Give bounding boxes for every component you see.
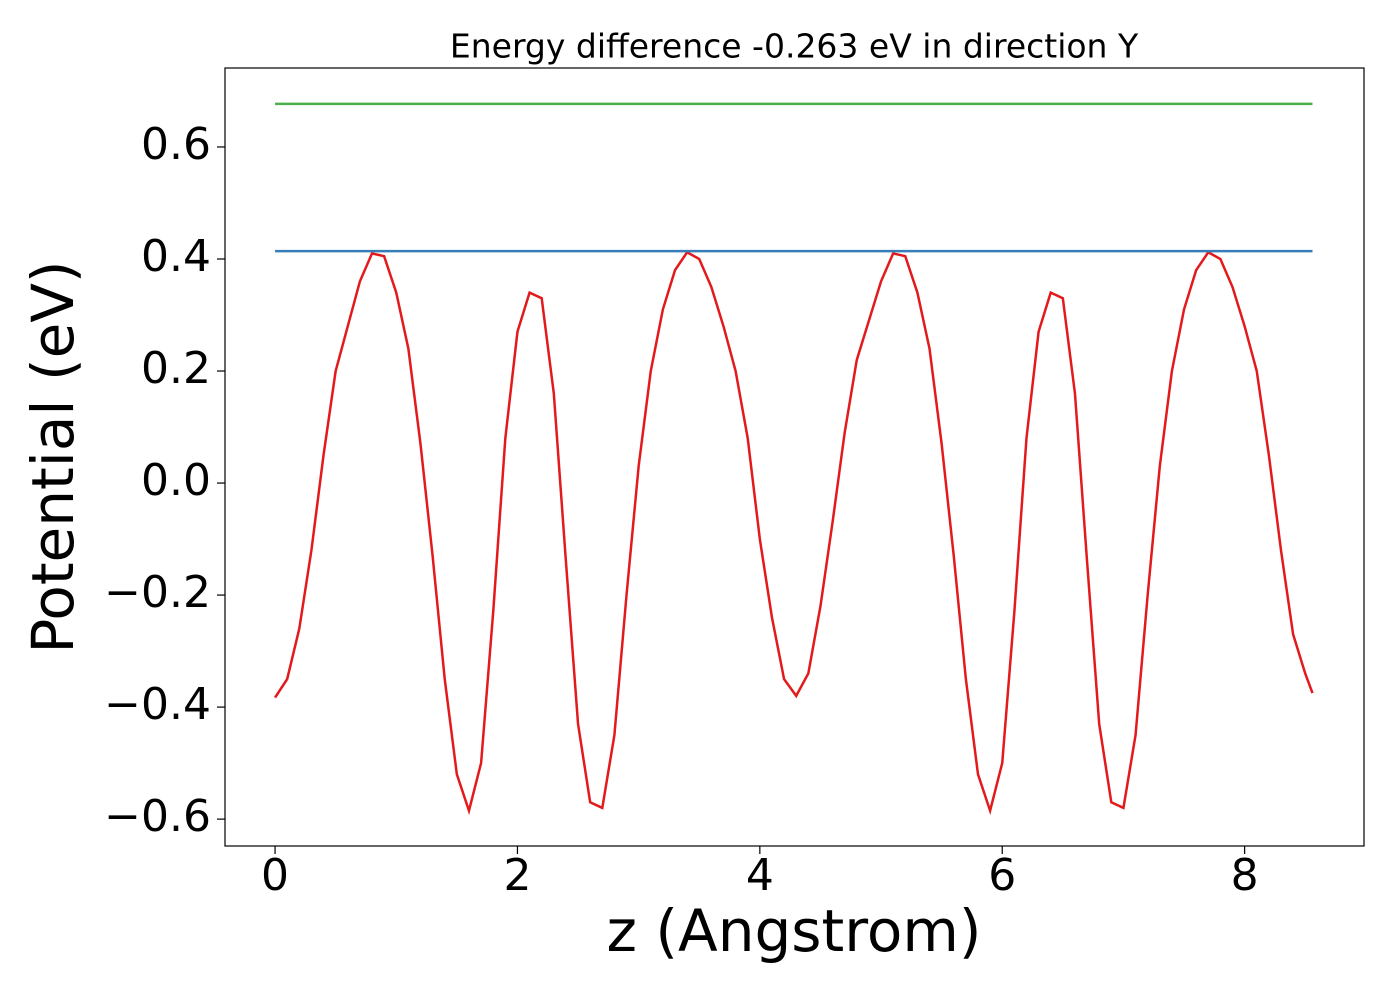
data-line [274,250,1314,816]
x-tick-label: 0 [261,850,289,901]
x-tick-label: 6 [988,850,1016,901]
x-tick-label: 4 [746,850,774,901]
x-tick-label: 8 [1231,850,1259,901]
x-axis-label: z (Angstrom) [607,897,982,965]
y-tick-label: 0.4 [141,231,211,282]
x-tick-label: 2 [503,850,531,901]
y-tick-label: −0.6 [104,791,211,842]
y-tick-label: −0.2 [104,567,211,618]
y-tick-label: 0.6 [141,119,211,170]
y-tick-label: −0.4 [104,679,211,730]
y-axis-label: Potential (eV) [19,260,87,653]
plot-frame [224,67,1365,847]
y-tick-label: 0.0 [141,455,211,506]
y-tick-label: 0.2 [141,343,211,394]
chart-title: Energy difference -0.263 eV in direction… [450,27,1139,66]
